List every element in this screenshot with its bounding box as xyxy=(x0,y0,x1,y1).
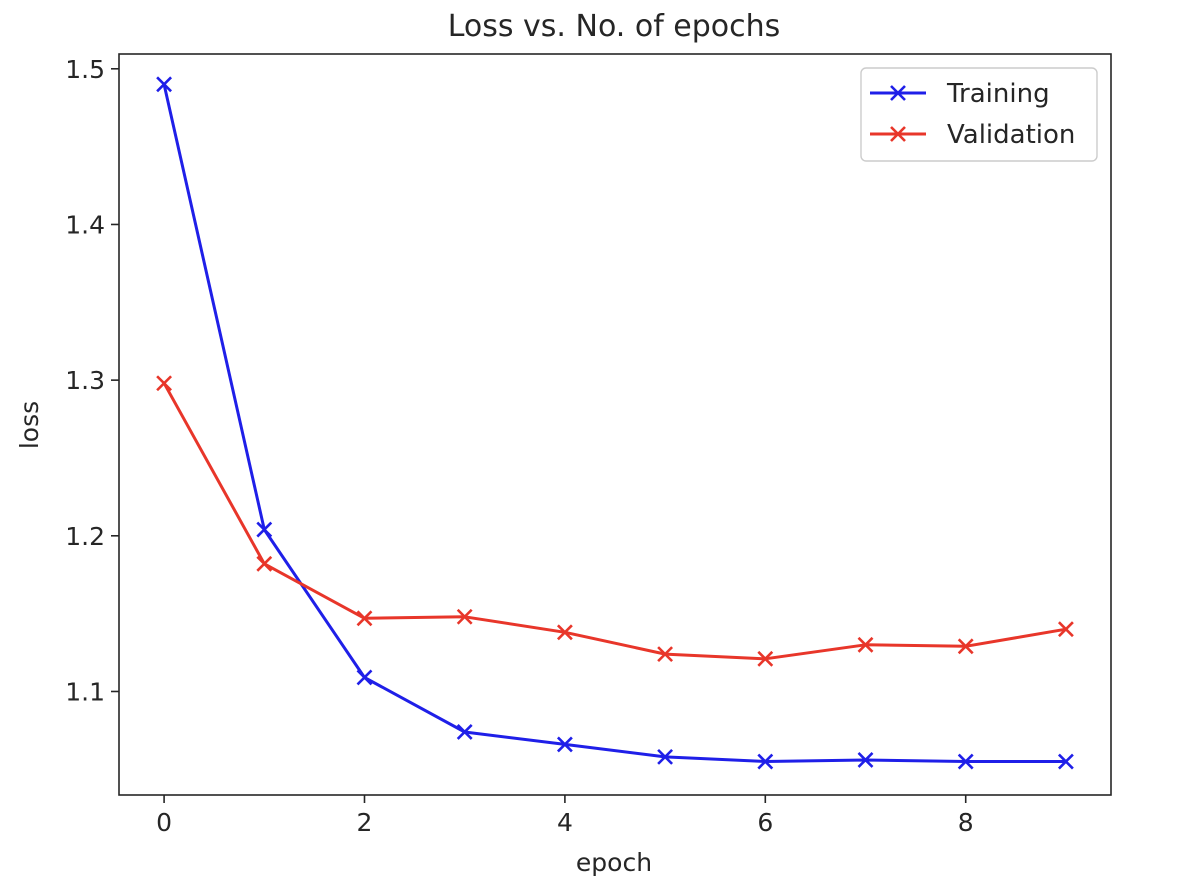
data-point-validation xyxy=(256,555,273,572)
y-axis-label: loss xyxy=(15,401,44,449)
x-tick-label: 8 xyxy=(958,808,974,837)
x-tick-label: 0 xyxy=(156,808,172,837)
data-point-training xyxy=(857,752,874,768)
series-line-validation xyxy=(162,382,1067,661)
data-point-training xyxy=(757,753,774,770)
data-point-validation xyxy=(356,610,373,627)
x-axis-ticks: 0 2 4 6 8 xyxy=(156,795,974,837)
series-line-training xyxy=(162,84,1066,763)
data-point-training xyxy=(356,669,373,686)
data-point-validation xyxy=(556,624,573,641)
legend-marker-validation xyxy=(890,126,906,142)
y-tick-label: 1.5 xyxy=(65,55,105,84)
chart-title: Loss vs. No. of epochs xyxy=(448,9,781,44)
plot-marks xyxy=(156,76,1074,770)
data-point-validation xyxy=(857,636,874,653)
x-axis-label: epoch xyxy=(576,848,652,877)
y-tick-label: 1.1 xyxy=(65,677,105,706)
plot-frame xyxy=(118,53,1112,796)
data-point-training xyxy=(456,724,473,740)
y-axis-ticks: 1.1 1.2 1.3 1.4 1.5 xyxy=(65,55,119,706)
legend-entry-validation: Validation xyxy=(870,120,1075,150)
data-point-validation xyxy=(1057,621,1074,638)
legend-label-training: Training xyxy=(946,79,1050,109)
data-point-training xyxy=(1057,753,1074,770)
legend: Training Validation xyxy=(860,67,1098,162)
data-point-training xyxy=(657,748,674,765)
data-point-validation xyxy=(156,375,173,392)
data-point-training xyxy=(156,76,173,93)
data-point-training xyxy=(556,736,573,753)
legend-box xyxy=(860,67,1098,162)
data-point-validation xyxy=(456,608,473,625)
x-tick-label: 6 xyxy=(757,808,773,837)
x-tick-label: 4 xyxy=(557,808,573,837)
data-point-validation xyxy=(657,646,674,663)
legend-marker-training xyxy=(890,85,906,101)
y-tick-label: 1.4 xyxy=(65,210,105,239)
y-tick-label: 1.3 xyxy=(65,366,105,395)
x-tick-label: 2 xyxy=(357,808,373,837)
data-point-training xyxy=(957,753,974,770)
data-point-validation xyxy=(757,650,774,667)
data-point-validation xyxy=(957,638,974,655)
y-tick-label: 1.2 xyxy=(65,522,105,551)
legend-entry-training: Training xyxy=(870,79,1050,109)
legend-label-validation: Validation xyxy=(947,120,1075,150)
data-point-training xyxy=(256,521,273,538)
